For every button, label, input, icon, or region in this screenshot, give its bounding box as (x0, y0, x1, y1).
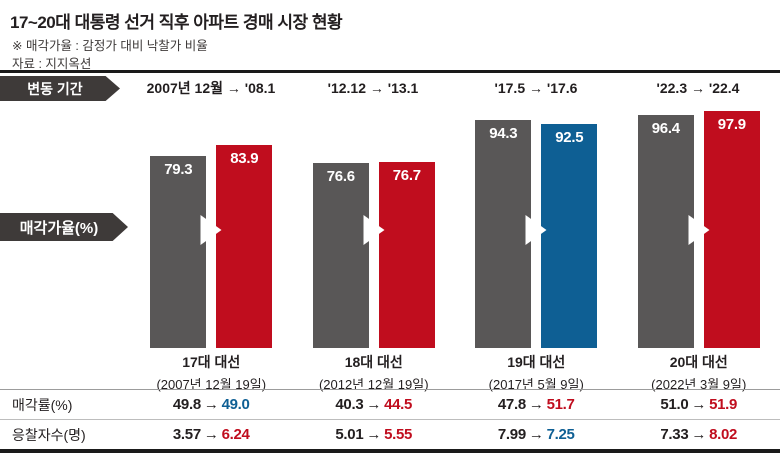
row-label: 응찰자수(명) (12, 426, 86, 443)
top-divider (0, 70, 780, 73)
value-after: 51.7 (546, 396, 575, 413)
bar-group-19: 94.3 92.5 (455, 103, 618, 348)
table-cell: 51.0 → 51.9 (618, 396, 780, 413)
right-arrow-icon (688, 215, 710, 245)
table-cell: 7.99 → 7.25 (455, 426, 618, 443)
value-after: 44.5 (384, 396, 413, 413)
caption-20: 20대 대선 (2022년 3월 9일) (618, 352, 780, 393)
election-date: (2017년 5월 9일) (488, 377, 584, 392)
period-range-1: 2007년 12월 → '08.1 (146, 80, 276, 96)
value-after: 49.0 (221, 396, 250, 413)
bar-group-17: 79.3 83.9 (130, 103, 293, 348)
election-name: 20대 대선 (669, 354, 728, 370)
election-date: (2007년 12월 19일) (156, 377, 267, 392)
bar-value: 96.4 (651, 120, 680, 137)
table-cell: 47.8 → 51.7 (455, 396, 618, 413)
right-arrow-icon (363, 215, 385, 245)
bar-after-20: 97.9 (703, 111, 760, 348)
table-cell: 40.3 → 44.5 (293, 396, 456, 413)
bottom-divider (0, 449, 780, 453)
election-name: 18대 대선 (344, 354, 403, 370)
bar-before-18: 76.6 (312, 163, 369, 348)
value-after: 7.25 (546, 426, 575, 443)
caption-19: 19대 대선 (2017년 5월 9일) (455, 352, 618, 393)
table-row-bidders: 응찰자수(명) 3.57 → 6.24 5.01 → 5.55 7.99 → 7.25 7.… (0, 419, 780, 449)
yaxis-label-tab: 매각가율(%) (0, 213, 128, 241)
right-arrow-icon (200, 215, 222, 245)
period-label-tab: 변동 기간 (0, 76, 120, 101)
bar-value: 79.3 (164, 161, 193, 178)
bar-after-19: 92.5 (541, 124, 598, 348)
value-before: 49.8 (172, 396, 201, 413)
table-cell: 49.8 → 49.0 (130, 396, 293, 413)
arrow-glyph: → (203, 426, 219, 443)
value-after: 5.55 (384, 426, 413, 443)
table-row-sale-rate: 매각률(%) 49.8 → 49.0 40.3 → 44.5 47.8 → 51.7 51.… (0, 389, 780, 419)
bar-before-19: 94.3 (475, 120, 532, 348)
yaxis-label: 매각가율(%) (19, 219, 99, 237)
bar-value: 92.5 (555, 129, 584, 146)
period-label: 변동 기간 (27, 80, 83, 97)
bar-group-20: 96.4 97.9 (618, 103, 780, 348)
arrow-glyph: → (691, 396, 707, 413)
right-arrow-icon (525, 215, 547, 245)
row-label: 매각률(%) (12, 396, 73, 413)
definition-note: ※ 매각가율 : 감정가 대비 낙찰가 비율 (12, 39, 208, 53)
period-range-4: '22.3 → '22.4 (656, 80, 740, 96)
value-before: 40.3 (335, 396, 364, 413)
arrow-glyph: → (528, 426, 544, 443)
arrow-glyph: → (528, 396, 544, 413)
page-title: 17~20대 대통령 선거 직후 아파트 경매 시장 현황 (10, 13, 343, 32)
value-before: 51.0 (660, 396, 689, 413)
arrow-glyph: → (366, 396, 382, 413)
value-before: 47.8 (497, 396, 526, 413)
value-before: 3.57 (172, 426, 201, 443)
value-after: 6.24 (221, 426, 250, 443)
bar-value: 83.9 (230, 150, 259, 167)
table-cell: 7.33 → 8.02 (618, 426, 780, 443)
arrow-glyph: → (691, 426, 707, 443)
election-date: (2012년 12월 19일) (318, 377, 429, 392)
caption-18: 18대 대선 (2012년 12월 19일) (293, 352, 456, 393)
election-name: 17대 대선 (182, 354, 241, 370)
bar-value: 76.6 (326, 168, 355, 185)
period-range-3: '17.5 → '17.6 (494, 80, 578, 96)
stats-table: 매각률(%) 49.8 → 49.0 40.3 → 44.5 47.8 → 51.7 51.… (0, 389, 780, 449)
election-name: 19대 대선 (507, 354, 566, 370)
bar-before-17: 79.3 (150, 156, 207, 348)
value-after: 51.9 (709, 396, 738, 413)
period-range-2: '12.12 → '13.1 (327, 80, 419, 96)
category-captions: 17대 대선 (2007년 12월 19일) 18대 대선 (2012년 12월… (130, 352, 780, 393)
bar-after-18: 76.7 (378, 162, 435, 348)
election-date: (2022년 3월 9일) (651, 377, 747, 392)
bar-value: 94.3 (489, 125, 518, 142)
bar-value: 76.7 (392, 167, 421, 184)
bar-chart: 79.3 83.9 76.6 76.7 94.3 92.5 96.4 9 (130, 103, 780, 348)
arrow-glyph: → (203, 396, 219, 413)
bar-group-18: 76.6 76.7 (293, 103, 456, 348)
value-after: 8.02 (709, 426, 738, 443)
bar-before-20: 96.4 (637, 115, 694, 348)
source-credit: 자료 : 지지옥션 (12, 57, 92, 71)
bar-value: 97.9 (717, 116, 746, 133)
value-before: 5.01 (335, 426, 364, 443)
value-before: 7.99 (497, 426, 526, 443)
caption-17: 17대 대선 (2007년 12월 19일) (130, 352, 293, 393)
bar-after-17: 83.9 (216, 145, 273, 348)
value-before: 7.33 (660, 426, 689, 443)
table-cell: 5.01 → 5.55 (293, 426, 456, 443)
arrow-glyph: → (366, 426, 382, 443)
table-cell: 3.57 → 6.24 (130, 426, 293, 443)
